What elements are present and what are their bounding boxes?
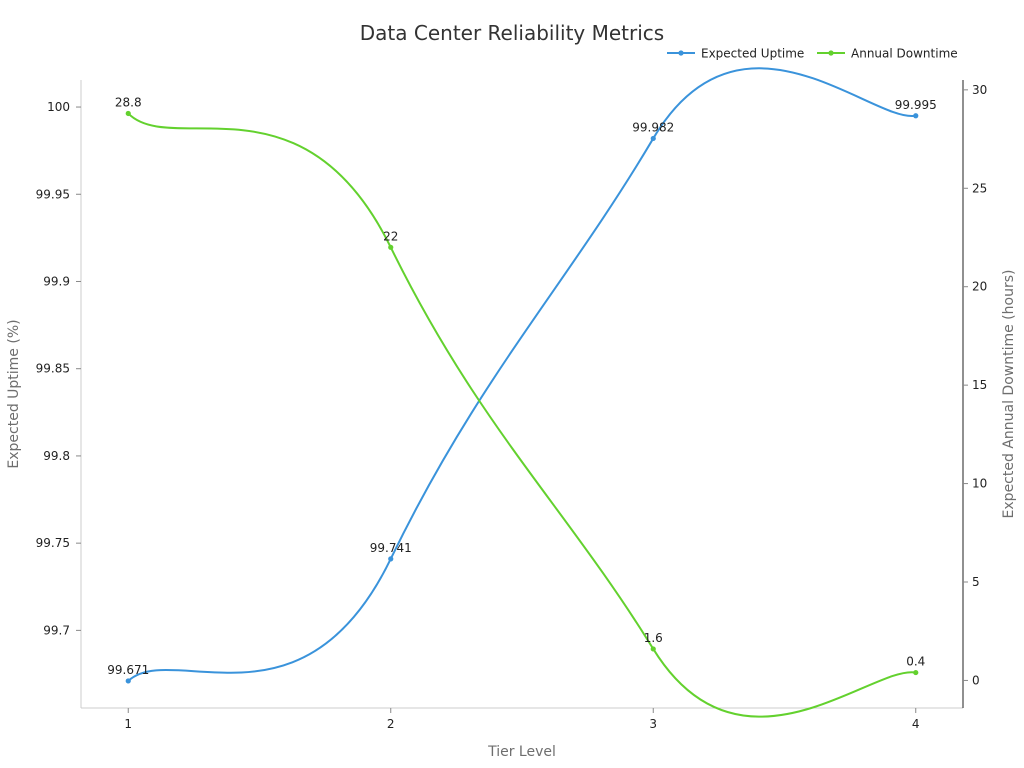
legend-label-downtime: Annual Downtime: [851, 47, 958, 61]
x-axis-title: Tier Level: [487, 744, 556, 760]
data-point-downtime[interactable]: [650, 646, 656, 652]
data-point-downtime[interactable]: [913, 669, 919, 676]
data-label-uptime: 99.671: [107, 663, 149, 677]
chart-title: Data Center Reliability Metrics: [360, 21, 664, 45]
y-tick-label-left: 99.85: [36, 362, 70, 376]
y-axis-ticks-right: 0 5 10 15 20 25 30: [963, 83, 987, 687]
series-line-uptime: [127, 67, 917, 682]
series-line-downtime: [127, 112, 917, 718]
y-tick-label-left: 99.95: [36, 187, 70, 201]
x-tick-label: 4: [912, 717, 920, 731]
data-point-downtime[interactable]: [388, 244, 394, 250]
data-label-downtime: 28.8: [115, 95, 142, 109]
y-tick-label-right: 5: [972, 575, 980, 589]
data-label-downtime: 1.6: [644, 631, 663, 645]
legend-marker-uptime: [678, 50, 684, 56]
y-tick-label-left: 99.8: [43, 449, 70, 463]
y-tick-label-right: 10: [972, 477, 987, 491]
x-tick-label: 2: [387, 717, 395, 731]
data-label-downtime: 0.4: [906, 655, 925, 669]
x-tick-label: 3: [649, 717, 657, 731]
x-tick-label: 1: [124, 717, 132, 731]
y-tick-label-right: 25: [972, 181, 987, 195]
data-label-uptime: 99.982: [632, 120, 674, 134]
data-point-uptime[interactable]: [388, 556, 394, 562]
y-tick-label-left: 99.9: [43, 274, 70, 288]
y-tick-label-left: 99.75: [36, 536, 70, 550]
y-axis-title-left: Expected Uptime (%): [6, 319, 22, 468]
y-tick-label-right: 30: [972, 83, 987, 97]
data-point-uptime[interactable]: [913, 113, 919, 119]
data-point-uptime[interactable]: [125, 678, 131, 684]
data-label-uptime: 99.995: [895, 98, 937, 112]
legend: Expected Uptime Annual Downtime: [667, 47, 958, 61]
legend-item-uptime[interactable]: Expected Uptime: [667, 47, 804, 61]
data-labels-layer: 99.671 99.741 99.982 99.995 28.8 22 1.6 0.4: [107, 95, 937, 676]
data-label-uptime: 99.741: [370, 541, 412, 555]
legend-item-downtime[interactable]: Annual Downtime: [817, 47, 958, 61]
x-axis-ticks: 1 2 3 4: [124, 708, 920, 731]
y-axis-title-right: Expected Annual Downtime (hours): [1001, 270, 1017, 519]
y-tick-label-left: 100: [47, 100, 70, 114]
y-tick-label-right: 15: [972, 378, 987, 392]
y-axis-ticks-left: 99.7 99.75 99.8 99.85 99.9 99.95 100: [36, 100, 81, 637]
legend-marker-downtime: [828, 50, 834, 56]
series-layer: [125, 67, 919, 718]
data-point-downtime[interactable]: [125, 110, 131, 117]
y-tick-label-left: 99.7: [43, 623, 70, 637]
y-tick-label-right: 0: [972, 673, 980, 687]
y-tick-label-right: 20: [972, 280, 987, 294]
data-point-uptime[interactable]: [650, 135, 656, 142]
legend-label-uptime: Expected Uptime: [701, 47, 804, 61]
data-label-downtime: 22: [383, 229, 398, 243]
